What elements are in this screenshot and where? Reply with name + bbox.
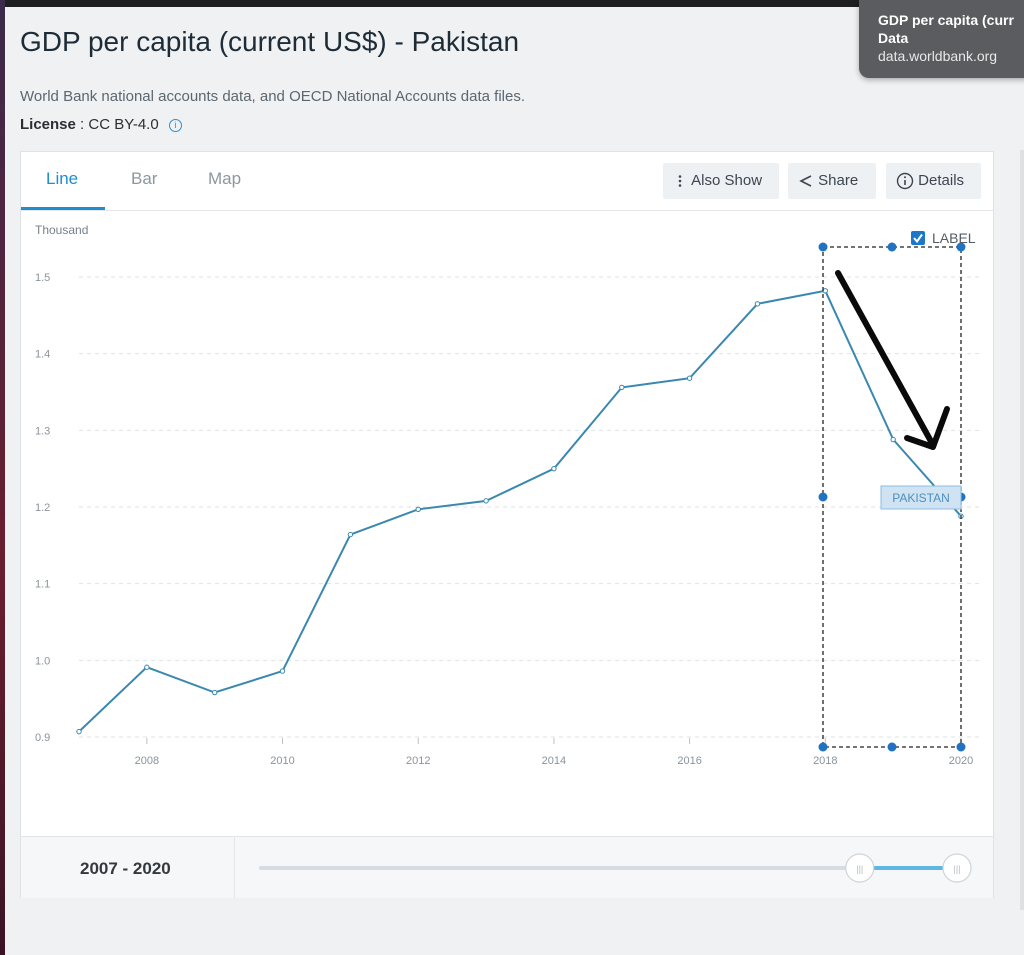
data-point[interactable] xyxy=(890,436,896,443)
active-tab-indicator xyxy=(21,207,105,210)
data-point[interactable] xyxy=(279,668,286,674)
data-point[interactable] xyxy=(415,506,421,512)
svg-text:|||: ||| xyxy=(953,864,960,874)
series-line-pakistan xyxy=(78,289,962,733)
data-point[interactable] xyxy=(619,384,625,391)
details-label: Details xyxy=(918,172,965,190)
x-tick-label: 2016 xyxy=(677,755,701,767)
range-label: 2007 - 2020 xyxy=(80,859,171,878)
svg-text:|||: ||| xyxy=(856,864,863,874)
tooltip-title: GDP per capita (curr xyxy=(878,12,1014,28)
line-chart: Thousand 0.9 1.0 1.1 1.2 1.3 1.4 1.5 2008 2010 2… xyxy=(35,223,983,767)
x-tick-label: 2010 xyxy=(270,755,294,767)
resize-handle[interactable] xyxy=(887,242,897,252)
x-tick-label: 2014 xyxy=(542,755,566,767)
info-icon[interactable]: i xyxy=(168,119,182,132)
label-toggle-text: LABEL xyxy=(932,230,976,246)
tab-bar-chart[interactable]: Bar xyxy=(131,169,158,188)
y-tick-label: 1.3 xyxy=(35,425,50,437)
page-title: GDP per capita (current US$) - Pakistan xyxy=(20,26,520,57)
y-tick-label: 1.2 xyxy=(35,502,50,514)
license-value: : CC BY-4.0 xyxy=(80,116,159,133)
slider-end-handle[interactable]: ||| xyxy=(942,853,972,883)
footer-divider xyxy=(234,837,235,898)
window-top-bar xyxy=(0,0,1024,7)
unit-label: Thousand xyxy=(35,223,88,237)
y-tick-label: 1.4 xyxy=(35,349,50,361)
resize-handle[interactable] xyxy=(956,742,966,752)
desktop-edge xyxy=(0,0,5,955)
resize-handle[interactable] xyxy=(956,242,966,252)
y-tick-label: 1.1 xyxy=(35,579,50,591)
y-tick-label: 0.9 xyxy=(35,732,50,744)
resize-handle[interactable] xyxy=(887,742,897,752)
info-circle-icon xyxy=(896,172,914,190)
details-button[interactable]: Details xyxy=(886,163,981,199)
resize-handle[interactable] xyxy=(818,492,828,502)
x-tick-label: 2020 xyxy=(949,755,973,767)
x-tick-label: 2018 xyxy=(813,755,837,767)
data-point[interactable] xyxy=(483,498,489,504)
data-point[interactable] xyxy=(551,465,557,472)
range-footer: 2007 - 2020 ||| ||| xyxy=(21,836,993,898)
label-toggle[interactable]: LABEL xyxy=(911,230,976,246)
slider-track[interactable] xyxy=(259,866,969,870)
share-icon xyxy=(799,175,812,187)
checkbox[interactable] xyxy=(911,231,925,245)
range-slider[interactable]: ||| ||| xyxy=(21,837,993,898)
chart-area: Thousand 0.9 1.0 1.1 1.2 1.3 1.4 1.5 2008 2010 2… xyxy=(21,211,993,836)
license-label: License xyxy=(20,116,76,133)
page-subtitle: World Bank national accounts data, and O… xyxy=(20,88,526,105)
data-point[interactable] xyxy=(211,689,218,696)
data-point[interactable] xyxy=(347,531,354,538)
annotation-arrow xyxy=(835,270,950,450)
x-tick-label: 2008 xyxy=(135,755,159,767)
data-point[interactable] xyxy=(144,664,150,670)
tab-line[interactable]: Line xyxy=(46,169,79,188)
y-tick-label: 1.5 xyxy=(35,272,50,284)
tooltip-title-cont: Data xyxy=(878,30,909,46)
license-line: License : CC BY-4.0 i xyxy=(20,116,182,133)
tab-map[interactable]: Map xyxy=(208,169,242,188)
resize-handle[interactable] xyxy=(818,742,828,752)
also-show-button[interactable]: Also Show xyxy=(663,163,779,199)
tooltip-url: data.worldbank.org xyxy=(878,48,998,64)
tab-bar: Line Bar Map Also Show Share Details xyxy=(21,152,993,211)
chart-card: Line Bar Map Also Show Share Details xyxy=(20,151,994,898)
series-label: PAKISTAN xyxy=(892,491,950,505)
y-tick-label: 1.0 xyxy=(35,655,50,667)
data-point[interactable] xyxy=(754,301,761,307)
slider-selected-range xyxy=(859,866,957,870)
share-label: Share xyxy=(818,172,859,190)
resize-handle[interactable] xyxy=(818,242,828,252)
data-point[interactable] xyxy=(76,728,82,735)
slider-start-handle[interactable]: ||| xyxy=(845,853,875,883)
more-vertical-icon xyxy=(678,175,682,187)
x-tick-label: 2012 xyxy=(406,755,430,767)
check-icon xyxy=(913,233,923,244)
also-show-label: Also Show xyxy=(691,172,763,190)
share-button[interactable]: Share xyxy=(788,163,876,199)
right-panel-edge xyxy=(1020,150,1024,910)
data-point[interactable] xyxy=(686,375,693,381)
data-point[interactable] xyxy=(822,288,829,294)
tooltip-popup: GDP per capita (curr Data data.worldbank… xyxy=(859,0,1024,78)
series-label-box xyxy=(880,485,962,510)
